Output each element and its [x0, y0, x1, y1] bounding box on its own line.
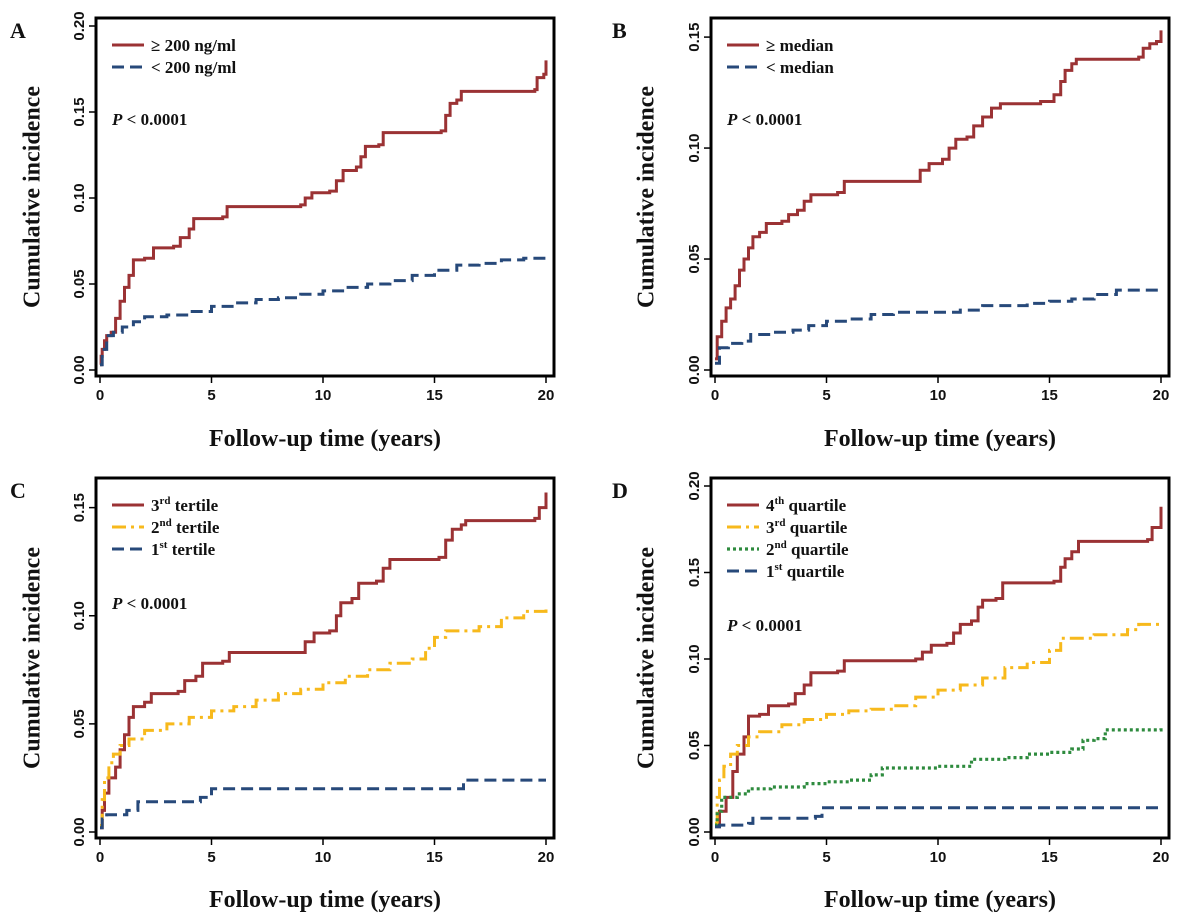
panels: A 0.00 0.05 0.10 0.15 0.20 0 5 10 15 20 Cumulative …	[10, 11, 1171, 913]
x-tick-label-b-0: 0	[711, 387, 719, 404]
y-tick-label-a-3: 0.15	[71, 97, 88, 126]
series-line-d-0	[715, 506, 1163, 829]
series-line-d-1	[715, 622, 1163, 825]
y-tick-label-b-1: 0.05	[686, 244, 703, 273]
series-line-d-2	[715, 728, 1163, 827]
series-line-b-0	[715, 30, 1163, 361]
panel-letter-d: D	[612, 478, 628, 503]
p-value-d: P < 0.0001	[726, 616, 802, 635]
x-tick-label-a-2: 10	[315, 387, 332, 404]
panel-letter-a: A	[10, 18, 26, 43]
plot-frame-c	[94, 476, 556, 840]
p-value-b: P < 0.0001	[726, 110, 802, 129]
x-tick-label-d-3: 15	[1041, 849, 1058, 866]
y-axis-title-a: Cumulative incidence	[20, 86, 46, 308]
series-line-a-1	[100, 254, 548, 367]
series-line-c-0	[100, 492, 548, 830]
x-axis-title-a: Follow-up time (years)	[209, 426, 441, 452]
x-axis-title-d: Follow-up time (years)	[824, 887, 1056, 913]
panel-letter-c: C	[10, 478, 26, 503]
x-tick-label-a-4: 20	[538, 387, 555, 404]
series-line-a-0	[99, 60, 548, 367]
x-tick-label-d-2: 10	[930, 849, 947, 866]
panel-letter-b: B	[612, 18, 627, 43]
x-tick-label-d-4: 20	[1153, 849, 1170, 866]
y-tick-label-a-0: 0.00	[71, 355, 88, 384]
series-line-c-2	[100, 778, 546, 830]
series-group-a	[99, 60, 548, 367]
panel-d: D 0.00 0.05 0.10 0.15 0.20 0 5 10 15 20 Cumulative …	[612, 471, 1171, 913]
x-tick-label-c-0: 0	[96, 849, 104, 866]
series-group-d	[715, 506, 1163, 829]
legend-label-c-1: 2nd tertile	[151, 517, 220, 537]
y-tick-label-b-2: 0.10	[686, 133, 703, 162]
legend-label-c-2: 1st tertile	[151, 539, 216, 559]
legend-label-b-0: ≥ median	[766, 36, 834, 55]
panel-a: A 0.00 0.05 0.10 0.15 0.20 0 5 10 15 20 Cumulative …	[10, 11, 556, 452]
legend-b: ≥ median < median	[727, 36, 834, 77]
y-tick-label-c-2: 0.10	[71, 601, 88, 630]
y-tick-label-a-4: 0.20	[71, 11, 88, 40]
y-tick-label-d-4: 0.20	[686, 471, 703, 500]
series-group-c	[100, 492, 548, 830]
plot-frame-d	[709, 476, 1171, 840]
y-axis-title-c: Cumulative incidence	[20, 547, 46, 769]
panel-b: B 0.00 0.05 0.10 0.15 0 5 10 15 20 Cumulative inci…	[612, 16, 1171, 452]
x-tick-label-b-3: 15	[1041, 387, 1058, 404]
legend-label-d-3: 1st quartile	[766, 561, 845, 581]
x-axis-title-c: Follow-up time (years)	[209, 887, 441, 913]
series-group-b	[715, 30, 1163, 365]
x-tick-label-a-3: 15	[426, 387, 443, 404]
series-line-c-1	[100, 604, 548, 827]
x-tick-label-c-4: 20	[538, 849, 555, 866]
y-tick-label-c-0: 0.00	[71, 817, 88, 846]
plot-frame-b	[709, 16, 1171, 378]
legend-label-a-1: < 200 ng/ml	[151, 58, 237, 77]
x-tick-label-b-1: 5	[822, 387, 830, 404]
x-axis-title-b: Follow-up time (years)	[824, 426, 1056, 452]
y-tick-label-c-1: 0.05	[71, 709, 88, 738]
x-tick-label-a-0: 0	[96, 387, 104, 404]
y-tick-label-d-2: 0.10	[686, 644, 703, 673]
x-tick-label-d-0: 0	[711, 849, 719, 866]
y-tick-label-a-2: 0.10	[71, 183, 88, 212]
legend-label-d-1: 3rd quartile	[766, 517, 848, 537]
p-value-c: P < 0.0001	[111, 594, 187, 613]
y-tick-label-c-3: 0.15	[71, 493, 88, 522]
legend-label-c-0: 3rd tertile	[151, 495, 219, 515]
y-tick-label-b-0: 0.00	[686, 355, 703, 384]
y-tick-label-d-1: 0.05	[686, 731, 703, 760]
y-tick-label-d-3: 0.15	[686, 558, 703, 587]
x-tick-label-c-3: 15	[426, 849, 443, 866]
y-tick-label-a-1: 0.05	[71, 269, 88, 298]
x-tick-label-a-1: 5	[207, 387, 215, 404]
y-tick-label-b-3: 0.15	[686, 22, 703, 51]
legend-label-d-2: 2nd quartile	[766, 539, 849, 559]
x-tick-label-b-2: 10	[930, 387, 947, 404]
legend-label-b-1: < median	[766, 58, 834, 77]
x-tick-label-b-4: 20	[1153, 387, 1170, 404]
y-axis-title-b: Cumulative incidence	[634, 86, 660, 308]
y-axis-title-d: Cumulative incidence	[634, 547, 660, 769]
panel-c: C 0.00 0.05 0.10 0.15 0 5 10 15 20 Cumulative inci…	[10, 476, 556, 913]
x-tick-label-d-1: 5	[822, 849, 830, 866]
p-value-a: P < 0.0001	[111, 110, 187, 129]
series-line-b-1	[715, 287, 1163, 365]
legend-label-a-0: ≥ 200 ng/ml	[151, 36, 236, 55]
x-tick-label-c-1: 5	[207, 849, 215, 866]
legend-label-d-0: 4th quartile	[766, 495, 847, 515]
x-tick-label-c-2: 10	[315, 849, 332, 866]
series-line-d-3	[715, 806, 1161, 829]
y-tick-label-d-0: 0.00	[686, 817, 703, 846]
legend-a: ≥ 200 ng/ml < 200 ng/ml	[112, 36, 237, 77]
plot-frame-a	[94, 16, 556, 378]
